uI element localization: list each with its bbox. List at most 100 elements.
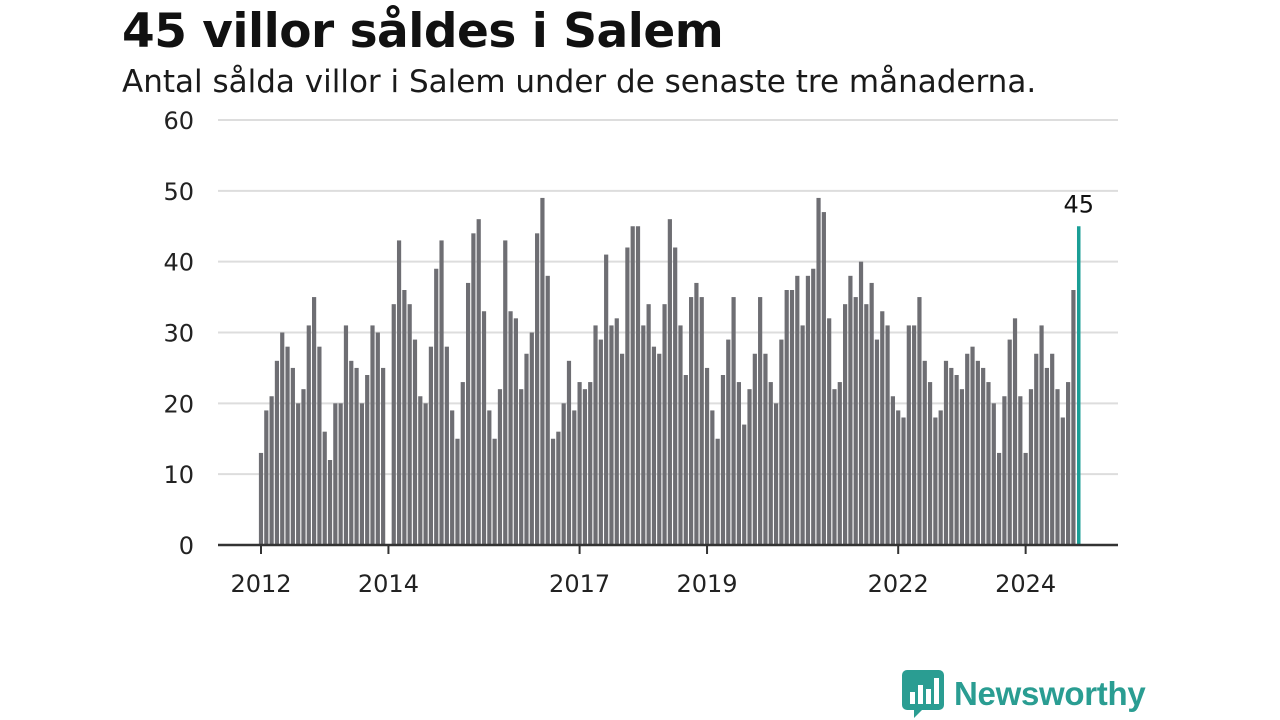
bar — [513, 318, 518, 545]
bar — [418, 396, 423, 545]
bar — [471, 233, 476, 545]
bar — [487, 410, 492, 545]
bar — [535, 233, 540, 545]
highlight-bar — [1076, 226, 1081, 545]
bar — [673, 247, 678, 545]
bar — [434, 268, 439, 545]
y-tick-label: 50 — [163, 178, 194, 206]
bar — [710, 410, 715, 545]
bar — [699, 297, 704, 545]
bar — [901, 417, 906, 545]
bar — [402, 290, 407, 545]
bar — [296, 403, 301, 545]
bar — [338, 403, 343, 545]
bar — [731, 297, 736, 545]
y-tick-label: 30 — [163, 320, 194, 348]
bar — [641, 325, 646, 545]
chart-title: 45 villor såldes i Salem — [122, 4, 724, 59]
bar — [1034, 353, 1039, 545]
bar — [667, 219, 672, 546]
bar — [996, 452, 1002, 545]
bar — [959, 389, 965, 545]
bars — [258, 197, 1081, 546]
bar — [582, 389, 588, 545]
chart-subtitle: Antal sålda villor i Salem under de sena… — [122, 64, 1037, 100]
bar — [264, 410, 269, 545]
bar-chart-badge-icon — [902, 670, 944, 718]
bar — [922, 360, 927, 545]
x-tick-label: 2017 — [549, 570, 610, 598]
bar — [646, 304, 651, 545]
bar — [614, 318, 619, 545]
bar — [683, 375, 688, 545]
bar — [853, 297, 858, 545]
bar — [917, 297, 922, 545]
bar — [312, 297, 317, 545]
bar — [821, 212, 826, 545]
bar — [1023, 452, 1028, 545]
bar — [465, 282, 471, 545]
bar — [1018, 396, 1023, 545]
y-tick-label: 60 — [163, 107, 194, 135]
bar — [689, 297, 694, 545]
bar — [943, 360, 949, 545]
bar — [290, 367, 295, 545]
x-tick-label: 2019 — [677, 570, 738, 598]
bar — [460, 382, 465, 545]
brand-logo: Newsworthy — [902, 670, 1146, 718]
bar — [322, 431, 327, 545]
bar — [657, 353, 662, 545]
bar — [630, 226, 635, 545]
bar — [720, 375, 726, 545]
bar — [896, 410, 901, 545]
bar — [370, 325, 375, 545]
bar — [619, 353, 625, 545]
bar — [519, 389, 524, 545]
bar — [391, 304, 396, 545]
bar — [747, 389, 752, 545]
bar — [890, 396, 895, 545]
bar — [954, 375, 959, 545]
bar — [593, 325, 598, 545]
bar — [349, 360, 354, 545]
bar — [1002, 396, 1007, 545]
bar — [858, 261, 864, 545]
bar — [274, 360, 280, 545]
bar — [396, 240, 402, 546]
bar — [975, 360, 980, 545]
bar — [885, 325, 890, 545]
bar — [604, 254, 609, 545]
bar — [301, 389, 306, 545]
bar — [375, 332, 380, 545]
bar — [1028, 389, 1034, 545]
bar — [625, 247, 630, 545]
bar — [508, 311, 513, 545]
bar — [906, 325, 911, 545]
bar — [694, 282, 699, 545]
bar — [428, 346, 434, 545]
bar — [805, 275, 811, 545]
bar — [1012, 318, 1018, 545]
bar — [789, 290, 795, 545]
bar — [503, 240, 508, 546]
bar — [800, 325, 805, 545]
bar — [678, 325, 683, 545]
bar — [455, 438, 460, 545]
bar — [609, 325, 614, 545]
bar — [811, 268, 816, 545]
bar — [662, 304, 667, 545]
bar — [354, 367, 359, 545]
bar — [736, 382, 741, 545]
bar — [365, 375, 370, 545]
bar — [1007, 339, 1012, 545]
bar — [1066, 382, 1071, 545]
bar — [938, 410, 943, 545]
bar — [726, 339, 731, 545]
x-tick-label: 2014 — [358, 570, 419, 598]
bar — [1039, 325, 1044, 545]
bar — [927, 382, 933, 545]
x-tick-label: 2024 — [995, 570, 1056, 598]
bar — [843, 304, 848, 545]
bar — [912, 325, 917, 545]
